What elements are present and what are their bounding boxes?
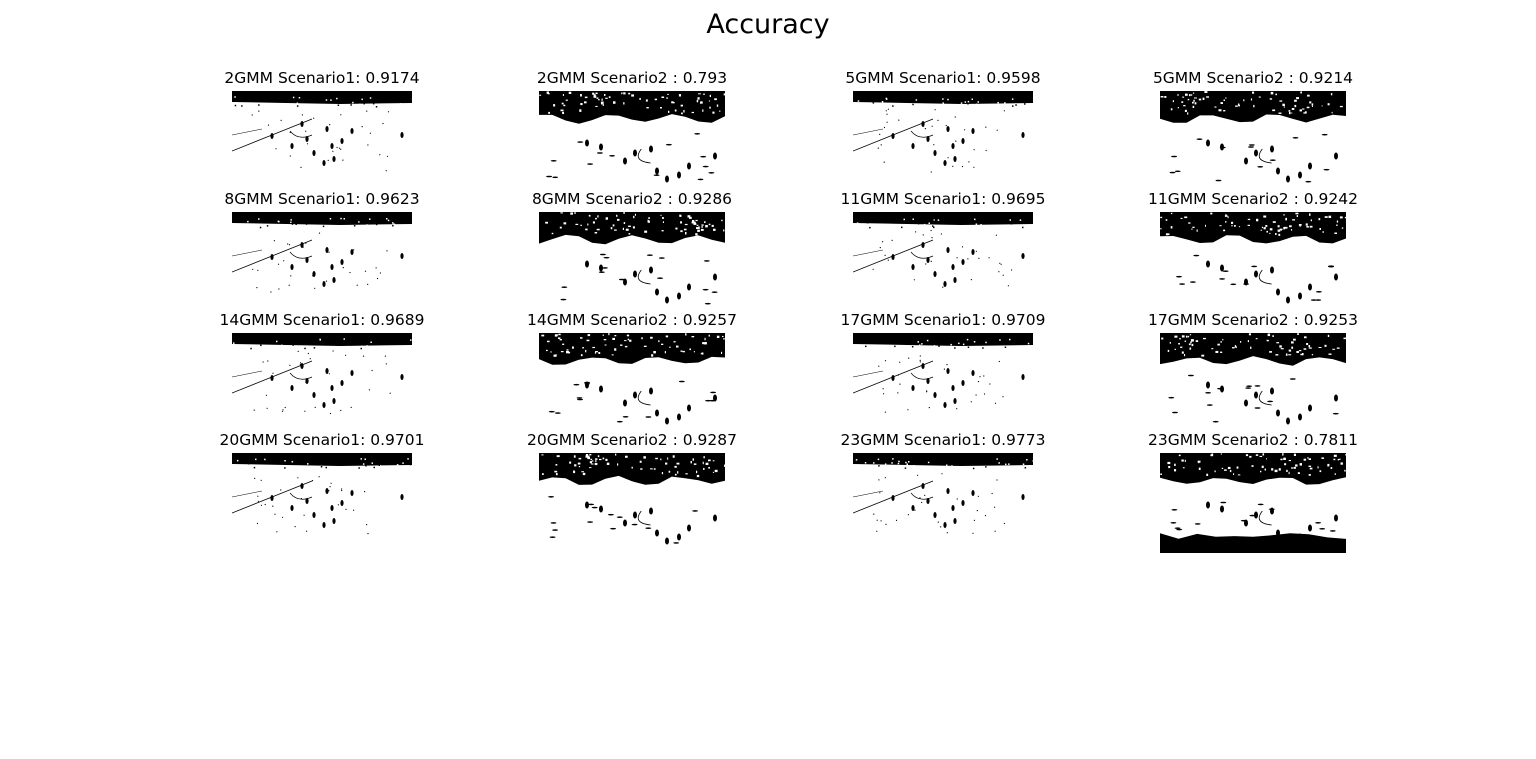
subplot-5gmm-scenario1: 5GMM Scenario1: 0.9598 (845, 69, 1041, 179)
segmentation-mask-image (539, 212, 725, 312)
subplot-5gmm-scenario2: 5GMM Scenario2 : 0.9214 (1153, 69, 1353, 191)
subplot-8gmm-scenario1: 8GMM Scenario1: 0.9623 (224, 190, 420, 300)
subplot-title: 11GMM Scenario2 : 0.9242 (1148, 190, 1358, 208)
segmentation-mask-image (232, 453, 412, 541)
segmentation-mask-image (539, 453, 725, 553)
subplot-title: 8GMM Scenario1: 0.9623 (224, 190, 420, 208)
subplot-14gmm-scenario1: 14GMM Scenario1: 0.9689 (219, 311, 425, 421)
subplot-20gmm-scenario1: 20GMM Scenario1: 0.9701 (219, 431, 425, 541)
subplot-23gmm-scenario2: 23GMM Scenario2 : 0.7811 (1148, 431, 1358, 553)
subplot-23gmm-scenario1: 23GMM Scenario1: 0.9773 (840, 431, 1046, 541)
subplot-title: 17GMM Scenario1: 0.9709 (840, 311, 1046, 329)
subplot-title: 2GMM Scenario2 : 0.793 (536, 69, 728, 87)
subplot-2gmm-scenario2: 2GMM Scenario2 : 0.793 (537, 69, 727, 191)
subplot-title: 14GMM Scenario2 : 0.9257 (527, 311, 737, 329)
subplot-title: 20GMM Scenario2 : 0.9287 (527, 431, 737, 449)
subplot-title: 8GMM Scenario2 : 0.9286 (531, 190, 733, 208)
segmentation-mask-image (1160, 91, 1346, 191)
segmentation-mask-image (853, 91, 1033, 179)
subplot-title: 11GMM Scenario1: 0.9695 (840, 190, 1046, 208)
subplot-title: 17GMM Scenario2 : 0.9253 (1148, 311, 1358, 329)
subplot-20gmm-scenario2: 20GMM Scenario2 : 0.9287 (527, 431, 737, 553)
subplot-title: 5GMM Scenario2 : 0.9214 (1152, 69, 1354, 87)
segmentation-mask-image (539, 333, 725, 433)
segmentation-mask-image (853, 453, 1033, 541)
segmentation-mask-image (232, 212, 412, 300)
subplot-2gmm-scenario1: 2GMM Scenario1: 0.9174 (224, 69, 420, 179)
subplot-title: 23GMM Scenario2 : 0.7811 (1148, 431, 1358, 449)
segmentation-mask-image (1160, 333, 1346, 433)
segmentation-mask-image (232, 333, 412, 421)
subplot-14gmm-scenario2: 14GMM Scenario2 : 0.9257 (527, 311, 737, 433)
subplot-11gmm-scenario1: 11GMM Scenario1: 0.9695 (840, 190, 1046, 300)
segmentation-mask-image (853, 333, 1033, 421)
segmentation-mask-image (539, 91, 725, 191)
subplot-8gmm-scenario2: 8GMM Scenario2 : 0.9286 (532, 190, 732, 312)
segmentation-mask-image (1160, 212, 1346, 312)
segmentation-mask-image (853, 212, 1033, 300)
segmentation-mask-image (1160, 453, 1346, 553)
subplot-title: 2GMM Scenario1: 0.9174 (224, 69, 420, 87)
subplot-title: 14GMM Scenario1: 0.9689 (219, 311, 425, 329)
figure-title: Accuracy (706, 9, 830, 40)
subplot-title: 5GMM Scenario1: 0.9598 (845, 69, 1041, 87)
segmentation-mask-image (232, 91, 412, 179)
subplot-17gmm-scenario2: 17GMM Scenario2 : 0.9253 (1148, 311, 1358, 433)
subplot-11gmm-scenario2: 11GMM Scenario2 : 0.9242 (1148, 190, 1358, 312)
subplot-17gmm-scenario1: 17GMM Scenario1: 0.9709 (840, 311, 1046, 421)
subplot-title: 23GMM Scenario1: 0.9773 (840, 431, 1046, 449)
subplot-title: 20GMM Scenario1: 0.9701 (219, 431, 425, 449)
